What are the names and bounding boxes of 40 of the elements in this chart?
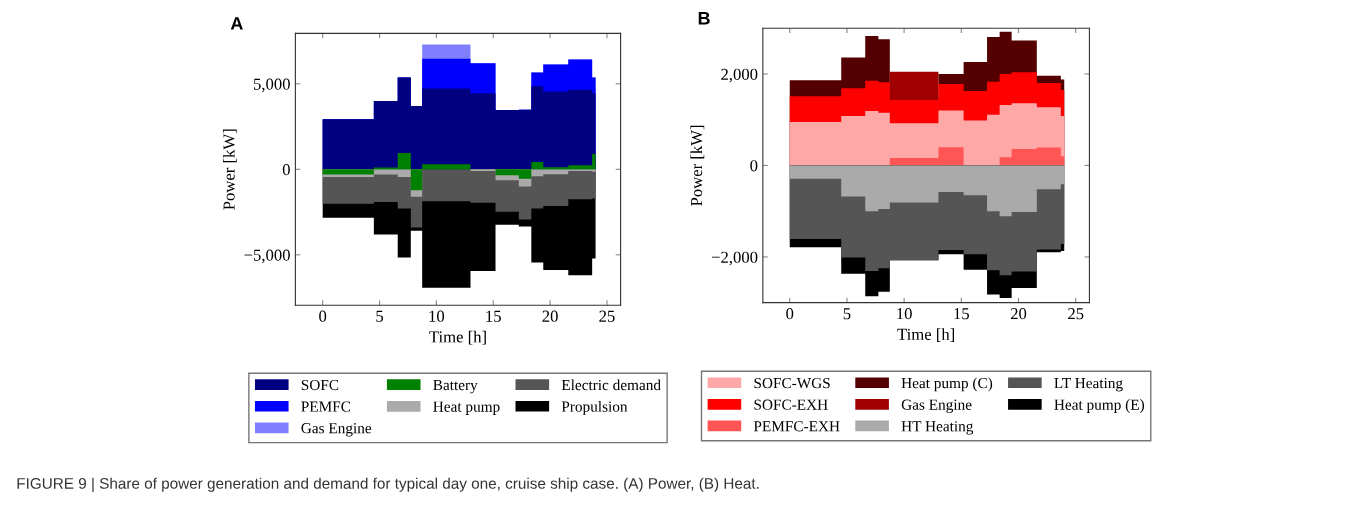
x-tick-label: 25 xyxy=(599,310,615,322)
legend-label: HT Heating xyxy=(901,421,974,435)
x-tick-label: 5 xyxy=(376,310,384,322)
legend-label: Gas Engine xyxy=(901,399,972,413)
y-tick-label: 2,000 xyxy=(721,68,758,83)
x-tick-label: 20 xyxy=(1010,308,1027,320)
legend-label: SOFC-WGS xyxy=(754,377,830,389)
legend-label: LT Heating xyxy=(1054,377,1123,392)
legend-label: Gas Engine xyxy=(301,423,372,437)
y-tick-label: 0 xyxy=(750,160,758,172)
chart-title: A xyxy=(230,17,243,30)
x-axis-title: Time [h] xyxy=(897,328,954,342)
y-axis-title: Power [kW] xyxy=(222,129,237,210)
y-tick-label: 5,000 xyxy=(254,78,290,93)
x-tick-label: 10 xyxy=(897,308,912,320)
x-tick-label: 0 xyxy=(786,308,794,320)
caption: FIGURE 9 | Share of power generation and demand for typical day one, cruise ship case. (A) Power, (B) Heat. xyxy=(17,477,759,492)
y-tick-label: 0 xyxy=(282,163,290,176)
legend-label: Battery xyxy=(433,380,478,394)
x-tick-label: 0 xyxy=(319,310,327,322)
legend-label: Electric demand xyxy=(561,379,661,391)
legend-label: PEMFC xyxy=(301,401,351,412)
x-tick-label: 15 xyxy=(486,310,501,322)
x-axis-title: Time [h] xyxy=(429,330,486,345)
x-tick-label: 5 xyxy=(843,308,851,320)
x-tick-label: 10 xyxy=(429,310,445,322)
y-tick-label: −5,000 xyxy=(244,249,290,264)
legend-label: PEMFC-EXH xyxy=(753,421,840,432)
legend-label: SOFC-EXH xyxy=(754,399,828,410)
legend-label: SOFC xyxy=(301,379,339,391)
legend-label: Heat pump (E) xyxy=(1054,399,1145,413)
x-tick-label: 25 xyxy=(1068,308,1084,320)
x-tick-label: 15 xyxy=(954,308,969,320)
legend-label: Heat pump (C) xyxy=(901,377,993,392)
chart-title: B xyxy=(698,12,710,25)
legend-label: Propulsion xyxy=(561,401,628,415)
y-axis-title: Power [kW] xyxy=(690,125,705,206)
legend-label: Heat pump xyxy=(433,401,500,415)
x-tick-label: 20 xyxy=(542,310,558,322)
y-tick-label: −2,000 xyxy=(711,251,758,266)
